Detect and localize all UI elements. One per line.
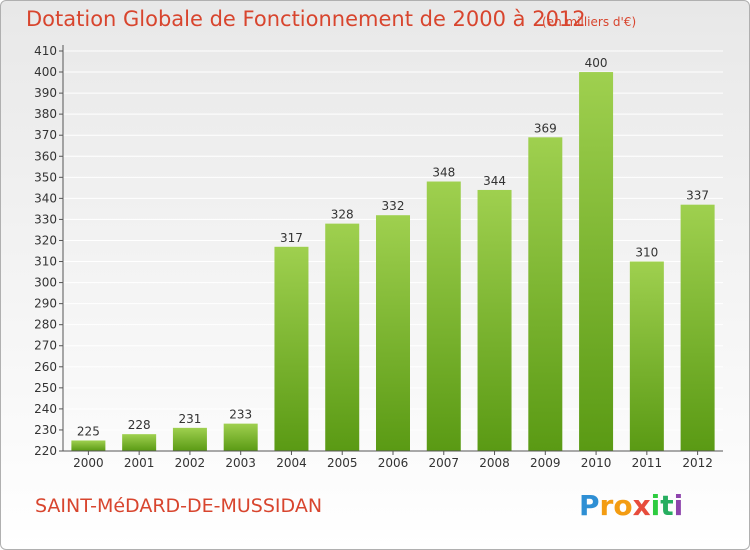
x-tick-label: 2006 [378,456,409,470]
data-labels: 225 228 231 233 317 328 332 348 344 369 400 310 337 [77,56,709,438]
bar [122,434,157,451]
bar [325,223,360,451]
bars [71,72,715,452]
y-tick-label: 380 [34,107,57,121]
y-tick-label: 230 [34,423,57,437]
y-tick-label: 270 [34,339,57,353]
logo-letter: o [613,489,633,522]
data-label: 317 [280,231,303,245]
x-tick-label: 2007 [428,456,459,470]
data-label: 228 [128,418,151,432]
y-tick-label: 280 [34,318,57,332]
y-tick-label: 240 [34,402,57,416]
data-label: 233 [229,408,252,422]
y-tick-label: 390 [34,86,57,100]
bar [477,189,512,451]
bar [528,137,563,451]
y-tick-label: 250 [34,381,57,395]
data-label: 332 [382,199,405,213]
y-tick-label: 220 [34,444,57,458]
logo-letter: t [660,489,674,522]
bar [71,440,106,451]
y-tick-label: 310 [34,255,57,269]
x-tick-label: 2008 [479,456,510,470]
y-tick-label: 340 [34,191,57,205]
y-tick-labels: 220 230 240 250 260 270 280 290 300 310 320 330 340 3… [34,44,57,458]
data-label: 369 [534,121,557,135]
data-label: 231 [178,412,201,426]
y-tick-label: 330 [34,212,57,226]
x-tick-label: 2011 [632,456,663,470]
logo-letter: r [599,489,614,522]
chart-subtitle: (en milliers d'€) [542,15,637,29]
x-tick-label: 2002 [175,456,206,470]
y-tick-label: 400 [34,65,57,79]
bar [376,215,410,451]
y-tick-label: 410 [34,44,57,58]
y-tick-label: 370 [34,128,57,142]
data-label: 344 [483,174,506,188]
logo-letter: i [673,489,684,522]
y-tick-label: 290 [34,297,57,311]
y-tick-label: 260 [34,360,57,374]
logo-letter: x [632,489,651,522]
bar [680,204,715,451]
x-tick-label: 2009 [530,456,561,470]
data-label: 348 [432,166,455,180]
proxiti-logo[interactable]: Proxiti [579,489,683,522]
x-tick-label: 2001 [124,456,155,470]
data-label: 337 [686,189,709,203]
y-tick-label: 360 [34,149,57,163]
x-tick-label: 2003 [225,456,256,470]
y-tick-label: 320 [34,233,57,247]
bar [274,246,309,451]
bar [426,181,461,452]
chart-title: Dotation Globale de Fonctionnement de 20… [26,7,586,31]
commune-name: SAINT-MéDARD-DE-MUSSIDAN [35,495,323,517]
x-tick-labels: 2000 2001 2002 2003 2004 2005 2006 2007 2008 2009… [73,451,713,470]
bar [172,427,207,451]
y-tick-label: 300 [34,276,57,290]
x-tick-label: 2010 [581,456,612,470]
bar [579,72,614,451]
data-label: 225 [77,424,100,438]
x-tick-label: 2004 [276,456,307,470]
data-label: 310 [635,246,658,260]
data-label: 328 [331,208,354,222]
data-label: 400 [585,56,608,70]
x-tick-label: 2000 [73,456,104,470]
x-tick-label: 2005 [327,456,358,470]
bar [223,423,258,451]
logo-letter: P [579,489,600,522]
bar [629,261,664,451]
x-tick-label: 2012 [682,456,713,470]
y-tick-label: 350 [34,170,57,184]
logo-letter: i [650,489,661,522]
